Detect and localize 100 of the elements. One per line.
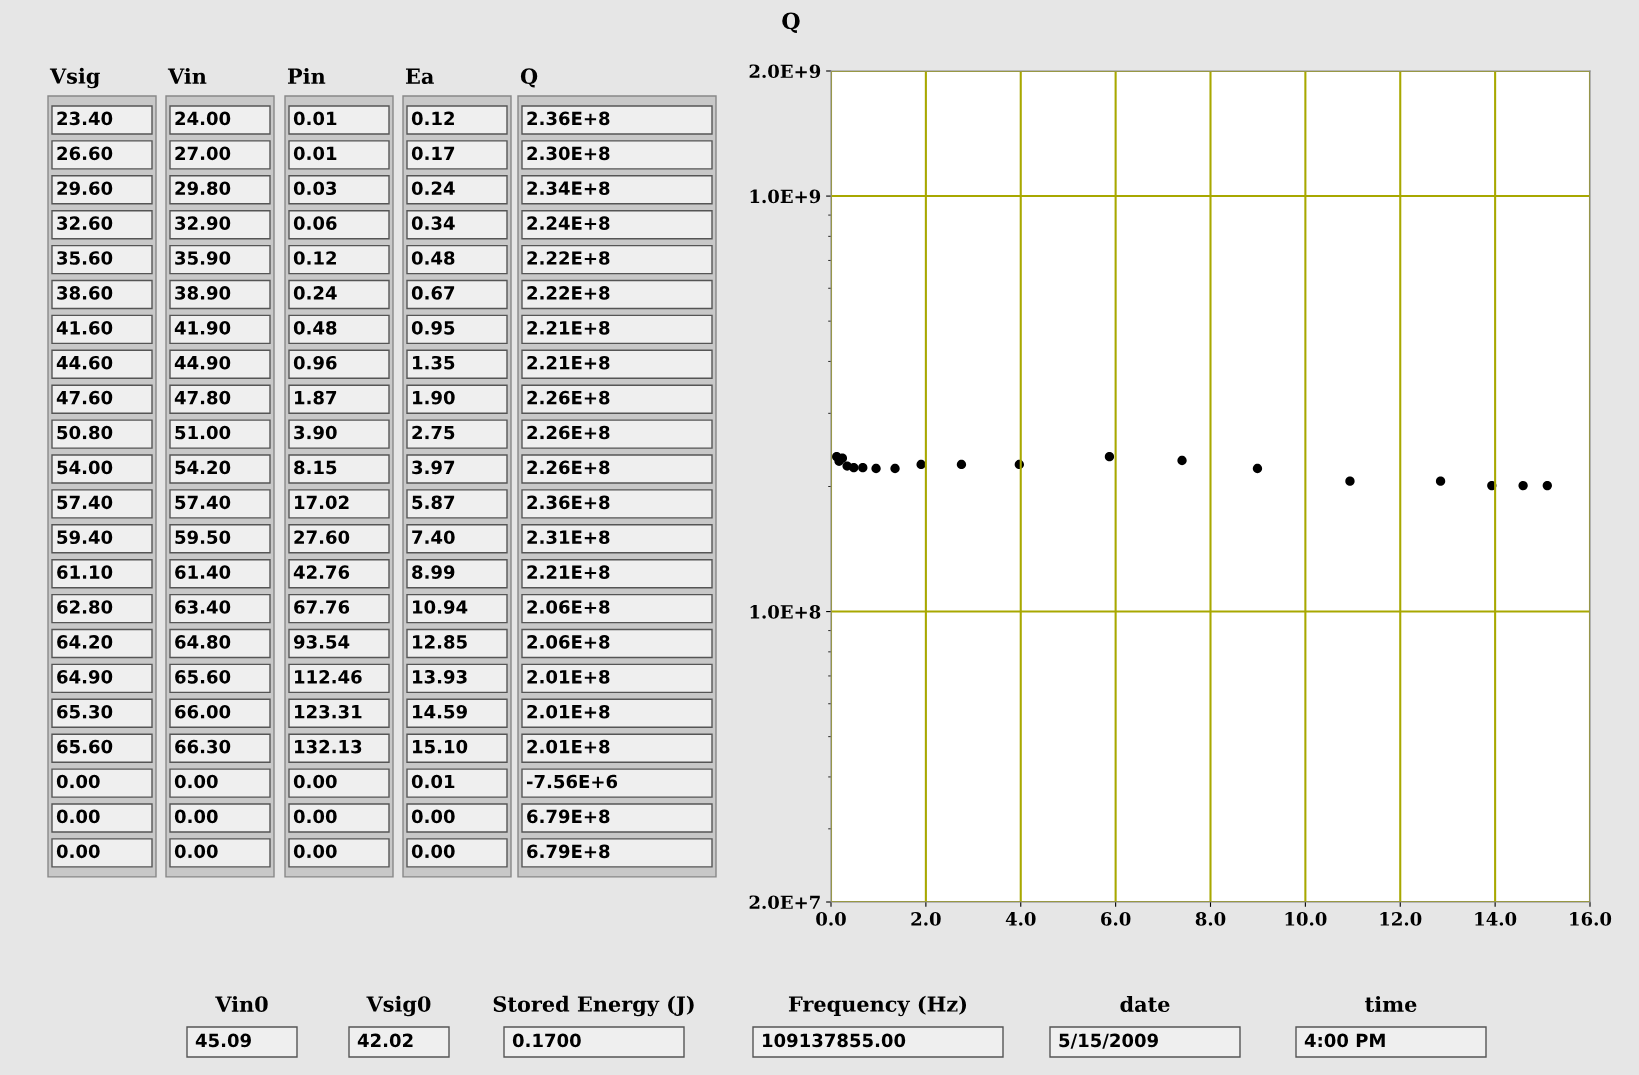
text: 57.40	[175, 495, 231, 510]
x-tick-label: 14.0	[1475, 912, 1517, 926]
y-tick-label: 2.0E+9	[749, 64, 821, 79]
text: 41.90	[174, 320, 231, 335]
text: 8.99	[412, 565, 455, 579]
text: 2.26E+8	[527, 390, 610, 405]
text: 44.60	[56, 355, 113, 370]
text: 66.00	[175, 704, 231, 719]
text: 64.80	[175, 635, 231, 649]
text: 47.60	[56, 390, 113, 405]
text: 3.97	[412, 460, 455, 475]
text: 93.54	[293, 635, 350, 649]
text: 32.60	[57, 216, 113, 230]
text: 65.30	[57, 704, 113, 719]
text: 12.85	[413, 635, 467, 649]
text: 6.79E+8	[527, 809, 610, 824]
text: 2.34E+8	[527, 181, 610, 196]
text: 29.80	[175, 181, 231, 196]
text: 7.40	[412, 530, 455, 545]
text: 0.00	[56, 844, 100, 859]
text: Frequency (Hz)	[788, 995, 967, 1017]
text: 59.50	[175, 530, 231, 545]
text: 61.40	[175, 565, 231, 579]
x-tick-label: 12.0	[1380, 912, 1422, 926]
text: 5/15/2009	[1059, 1033, 1158, 1049]
text: 51.00	[175, 425, 231, 440]
text: 65.60	[175, 669, 231, 684]
text: 23.40	[57, 111, 113, 126]
text: 2.31E+8	[527, 530, 610, 545]
text: 2.36E+8	[527, 495, 610, 510]
text: 1.90	[413, 390, 455, 405]
text: 0.48	[293, 320, 337, 335]
y-tick-label: 1.0E+8	[750, 605, 821, 619]
text: 61.10	[57, 565, 113, 579]
text: 45.09	[195, 1033, 251, 1048]
text: 57.40	[57, 495, 113, 510]
text: 24.00	[175, 111, 231, 126]
text: 0.03	[293, 181, 337, 196]
category-label: Pin	[287, 67, 326, 84]
text: 41.60	[56, 320, 113, 335]
text: 0.17	[411, 146, 455, 161]
text: 2.21E+8	[527, 320, 610, 335]
text: 0.48	[411, 251, 455, 265]
x-tick-label: 6.0	[1101, 912, 1131, 926]
text: 63.40	[175, 600, 231, 614]
text: 5.87	[412, 495, 455, 510]
text: 8.15	[294, 460, 337, 475]
text: 27.60	[294, 530, 350, 545]
text: 1.87	[295, 390, 337, 405]
text: 0.00	[293, 774, 337, 789]
text: 0.34	[411, 216, 455, 230]
text: Vin0	[215, 995, 268, 1013]
text: 10.94	[413, 600, 468, 614]
x-tick-label: 16.0	[1570, 912, 1612, 926]
text: 29.60	[57, 181, 113, 196]
text: 0.00	[174, 809, 218, 824]
text: 0.95	[411, 320, 455, 335]
text: 0.00	[56, 774, 100, 789]
text: 54.00	[57, 460, 113, 475]
text: 0.96	[293, 355, 337, 370]
text: 6.79E+8	[527, 844, 610, 859]
text: 2.01E+8	[527, 704, 610, 719]
text: 0.06	[293, 216, 337, 230]
text: 0.00	[293, 844, 337, 859]
text: 0.67	[411, 286, 455, 300]
text: 17.02	[295, 495, 349, 510]
text: 2.22E+8	[527, 251, 610, 265]
category-label: Vsig	[49, 67, 100, 89]
x-tick-label: 4.0	[1005, 912, 1036, 926]
text: 59.40	[57, 530, 113, 545]
text: 27.00	[175, 146, 231, 161]
text: 0.01	[293, 111, 337, 126]
text: 13.93	[413, 669, 467, 684]
text: 2.26E+8	[527, 460, 610, 475]
text: 35.90	[175, 251, 231, 265]
text: Vsig0	[366, 995, 431, 1017]
y-tick-label: 2.0E+7	[749, 895, 820, 910]
text: 2.01E+8	[527, 739, 610, 754]
category-label: Q	[520, 68, 538, 88]
text: 0.00	[174, 774, 218, 789]
text: 1.35	[413, 355, 455, 370]
text: 0.12	[293, 251, 336, 265]
text: 112.46	[295, 669, 362, 684]
text: 35.60	[57, 251, 113, 265]
text: Stored Energy (J)	[493, 995, 694, 1017]
text: 2.24E+8	[527, 216, 610, 230]
text: 44.90	[174, 355, 231, 370]
text: 123.31	[295, 704, 362, 719]
text: 0.01	[411, 774, 455, 789]
text: 132.13	[295, 739, 362, 754]
text: 64.90	[57, 669, 113, 684]
text: 2.26E+8	[527, 425, 610, 440]
text: 26.60	[57, 146, 113, 161]
text: 2.06E+8	[527, 600, 610, 614]
text: 65.60	[57, 739, 113, 754]
text: 47.80	[174, 390, 231, 405]
text: 0.00	[293, 809, 337, 824]
y-tick-label: 1.0E+9	[750, 189, 821, 204]
text: 2.22E+8	[527, 286, 610, 300]
text: 54.20	[175, 460, 231, 475]
